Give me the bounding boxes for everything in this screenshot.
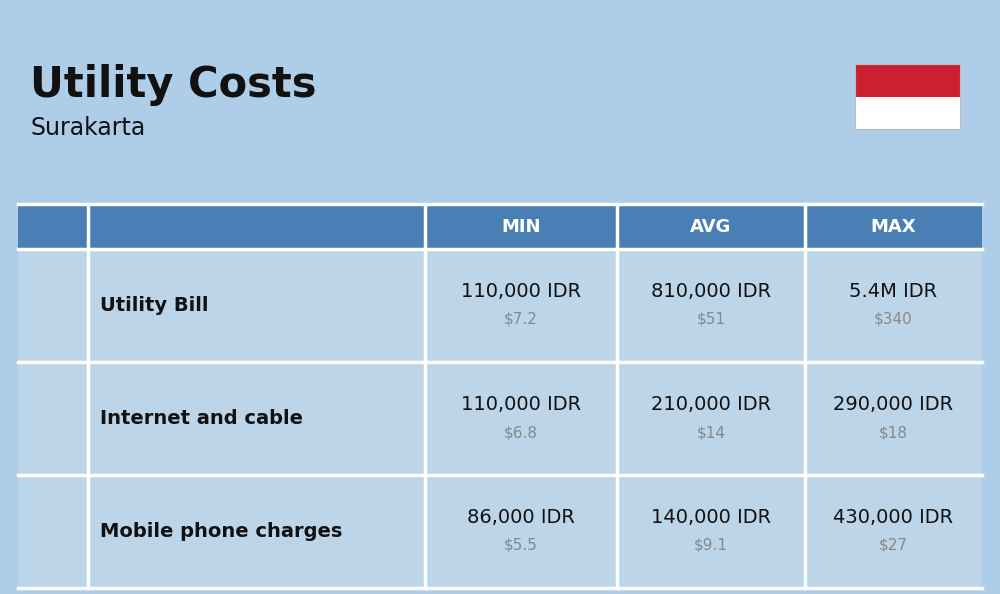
Text: $14: $14 <box>696 425 726 440</box>
Text: 140,000 IDR: 140,000 IDR <box>651 508 771 527</box>
Text: 290,000 IDR: 290,000 IDR <box>833 395 954 414</box>
Text: $7.2: $7.2 <box>504 312 538 327</box>
Text: $340: $340 <box>874 312 913 327</box>
Text: $5.5: $5.5 <box>504 538 538 553</box>
Bar <box>18 362 982 475</box>
Text: MIN: MIN <box>501 217 541 235</box>
Bar <box>855 96 960 129</box>
Text: Utility Costs: Utility Costs <box>30 64 316 106</box>
Text: AVG: AVG <box>690 217 732 235</box>
Text: $51: $51 <box>696 312 726 327</box>
Text: Internet and cable: Internet and cable <box>100 409 303 428</box>
Bar <box>855 64 960 129</box>
Text: $9.1: $9.1 <box>694 538 728 553</box>
Bar <box>18 204 982 249</box>
Text: 110,000 IDR: 110,000 IDR <box>461 395 581 414</box>
Text: $18: $18 <box>879 425 908 440</box>
Text: 430,000 IDR: 430,000 IDR <box>833 508 954 527</box>
Text: Utility Bill: Utility Bill <box>100 296 208 315</box>
Text: Mobile phone charges: Mobile phone charges <box>100 522 342 541</box>
Bar <box>855 64 960 96</box>
Text: 110,000 IDR: 110,000 IDR <box>461 282 581 301</box>
Text: 86,000 IDR: 86,000 IDR <box>467 508 575 527</box>
Bar <box>18 249 982 362</box>
Text: MAX: MAX <box>871 217 916 235</box>
Text: $6.8: $6.8 <box>504 425 538 440</box>
Text: 810,000 IDR: 810,000 IDR <box>651 282 771 301</box>
Text: $27: $27 <box>879 538 908 553</box>
Text: Surakarta: Surakarta <box>30 116 145 140</box>
Text: 5.4M IDR: 5.4M IDR <box>849 282 938 301</box>
Text: 210,000 IDR: 210,000 IDR <box>651 395 771 414</box>
Bar <box>18 475 982 588</box>
